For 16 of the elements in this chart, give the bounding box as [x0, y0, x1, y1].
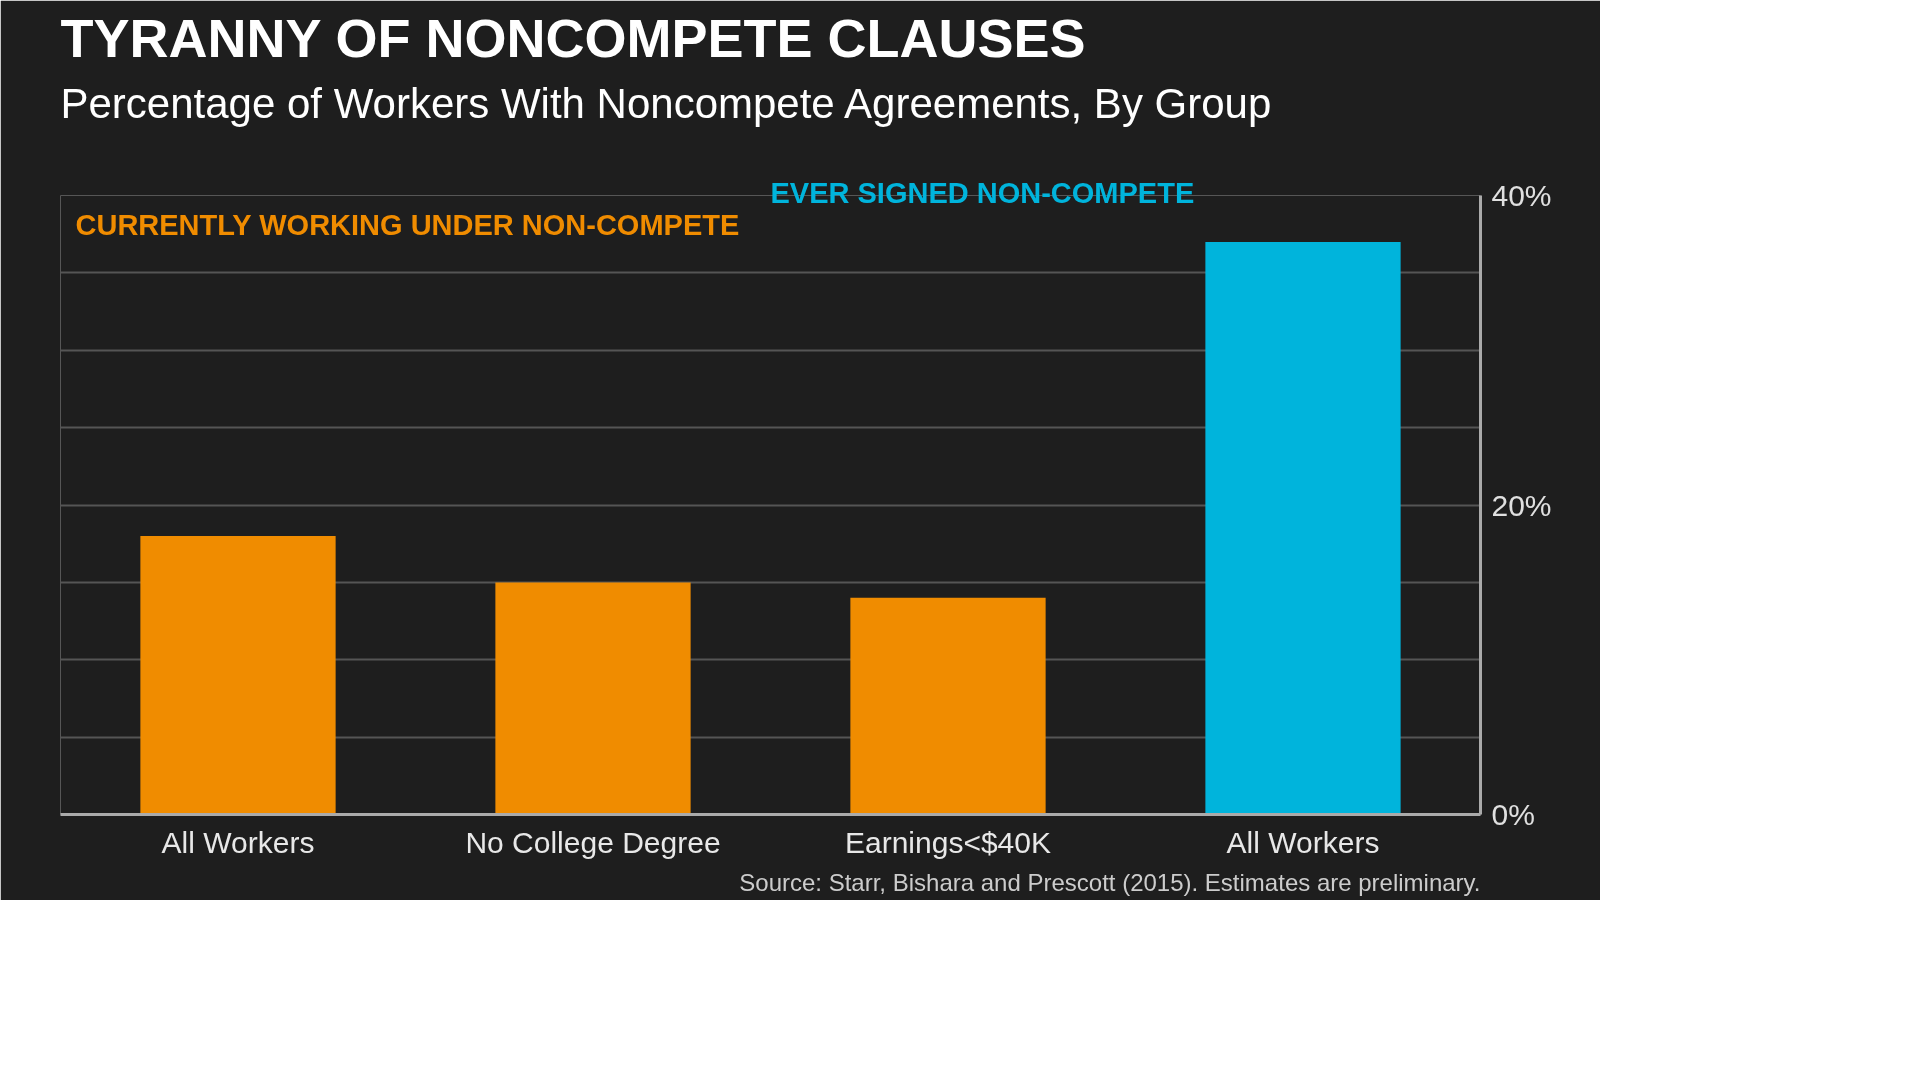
bar: [495, 582, 691, 815]
bar: [850, 597, 1046, 815]
series-label: EVER SIGNED NON-COMPETE: [770, 176, 1195, 209]
y-tick-label: 0%: [1491, 798, 1535, 831]
x-tick-label: All Workers: [1226, 825, 1380, 859]
x-tick-label: Earnings<$40K: [845, 825, 1052, 859]
x-tick-label: All Workers: [161, 825, 315, 859]
x-tick-label: No College Degree: [465, 825, 721, 859]
chart-subtitle: Percentage of Workers With Noncompete Agreements, By Group: [60, 79, 1272, 127]
y-tick-label: 20%: [1491, 488, 1552, 522]
source-note: Source: Starr, Bishara and Prescott (2015). Estimates are preliminary.: [739, 868, 1481, 896]
y-tick-label: 40%: [1491, 179, 1552, 212]
text: CURRENTLY WORKING UNDER NON-COMPETE: [75, 208, 740, 241]
chart-title: TYRANNY OF NONCOMPETE CLAUSES: [60, 7, 1086, 68]
bar: [140, 535, 336, 815]
bar: [1205, 241, 1401, 815]
